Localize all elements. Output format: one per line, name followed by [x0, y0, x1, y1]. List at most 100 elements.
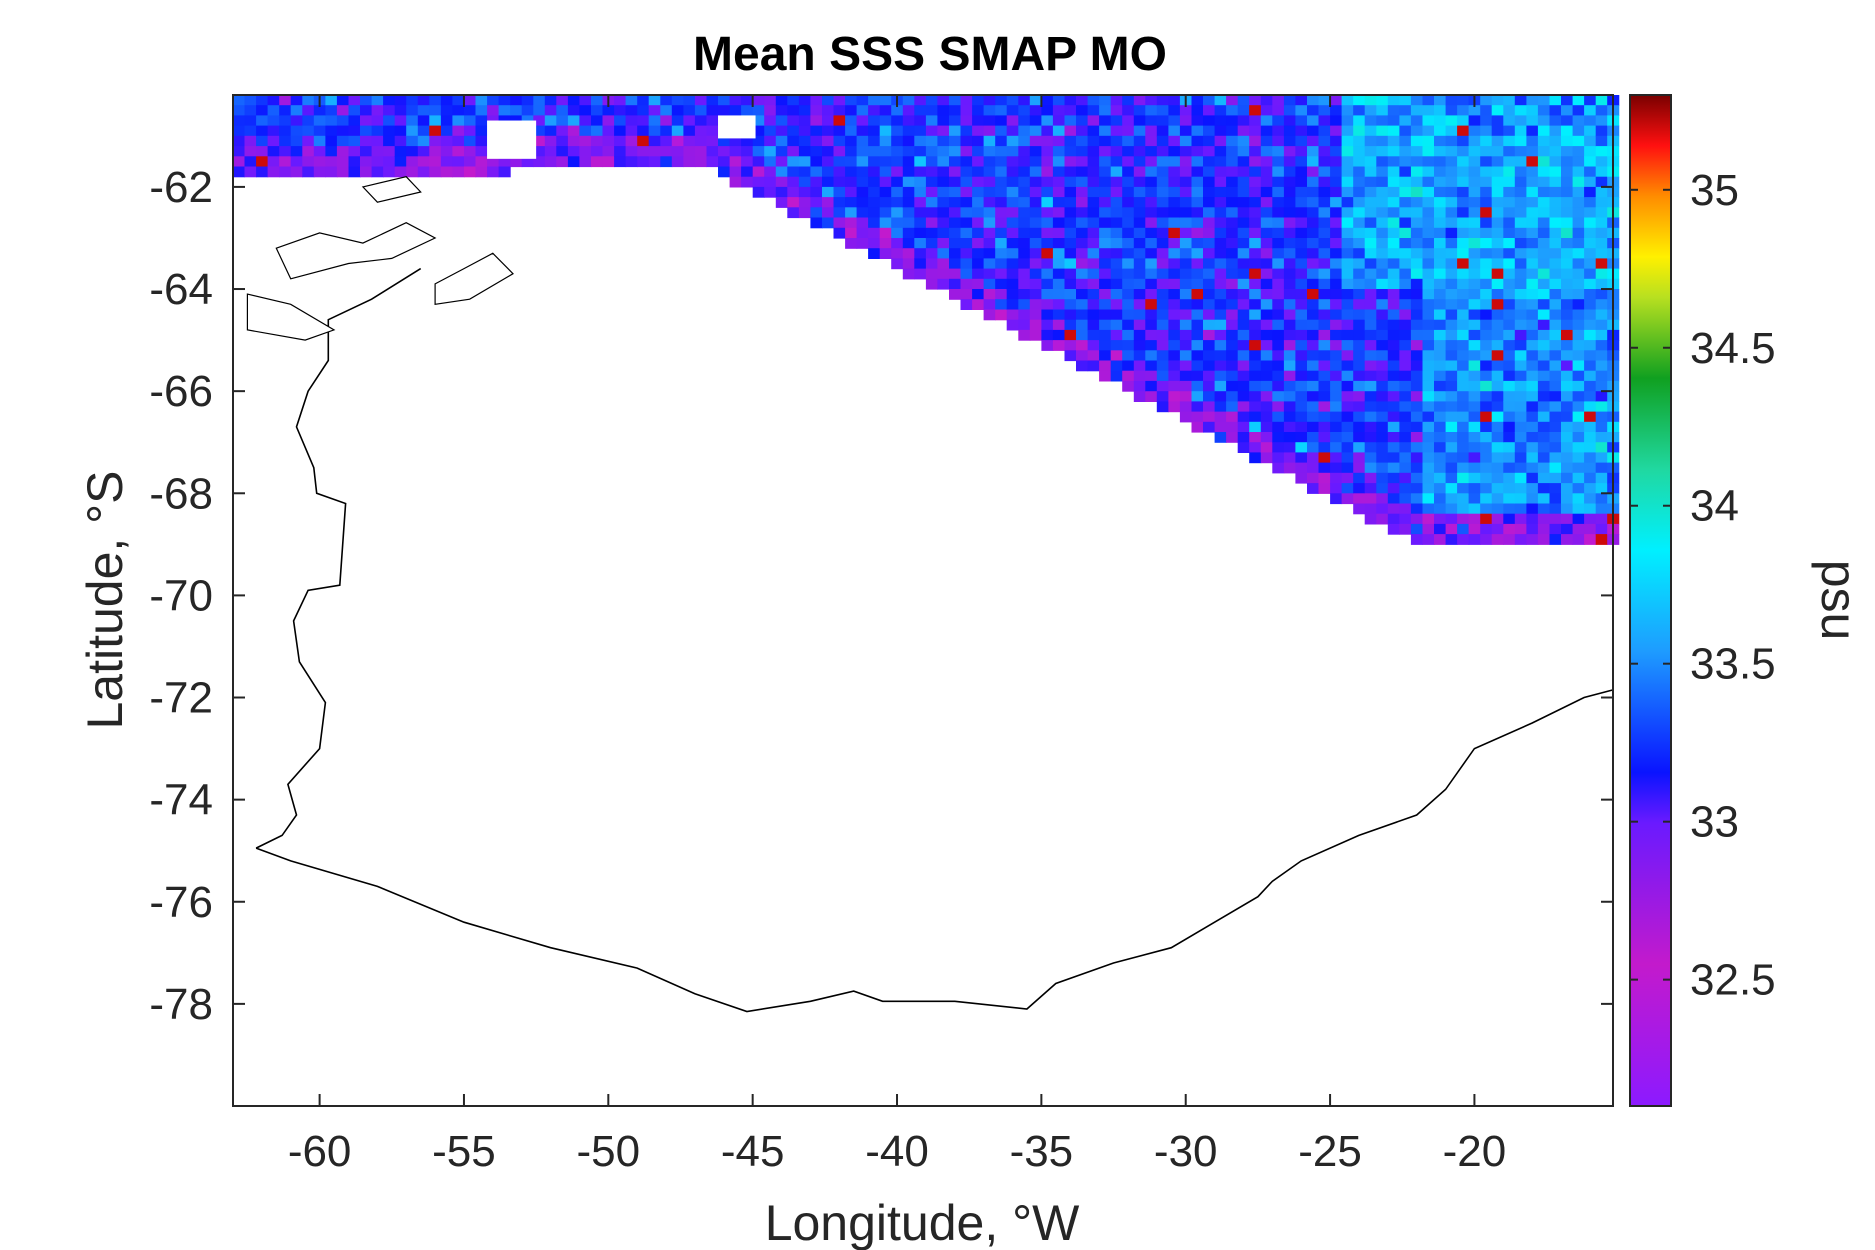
heatmap-cell — [1410, 115, 1423, 127]
heatmap-cell — [1226, 125, 1239, 137]
heatmap-cell — [1376, 493, 1389, 505]
heatmap-cell — [1260, 156, 1273, 168]
heatmap-cell — [1584, 289, 1597, 300]
heatmap-cell — [1237, 278, 1250, 290]
heatmap-cell — [1064, 319, 1077, 331]
heatmap-cell — [822, 217, 835, 229]
heatmap-cell — [1549, 278, 1562, 290]
heatmap-cell — [625, 115, 638, 127]
heatmap-cell — [1526, 156, 1539, 168]
heatmap-cell — [1561, 227, 1574, 239]
heatmap-cell — [1041, 105, 1054, 116]
heatmap-cell — [1584, 329, 1597, 341]
heatmap-cell — [1422, 217, 1435, 229]
heatmap-cell — [1029, 105, 1042, 116]
heatmap-cell — [1214, 258, 1227, 270]
heatmap-cell — [1434, 125, 1447, 137]
heatmap-cell — [937, 227, 950, 239]
heatmap-cell — [1595, 268, 1608, 280]
heatmap-cell — [1422, 186, 1435, 198]
heatmap-cell — [1561, 503, 1574, 515]
heatmap-cell — [1156, 299, 1169, 310]
heatmap-cell — [1272, 95, 1285, 106]
heatmap-cell — [1295, 360, 1308, 372]
y-axis-label: Latitude, °S — [77, 470, 133, 729]
island-outline — [275, 222, 437, 280]
heatmap-cell — [1468, 217, 1481, 229]
heatmap-cell — [1249, 391, 1262, 402]
heatmap-cell — [1376, 115, 1389, 127]
heatmap-cell — [1584, 268, 1597, 280]
colorbar-label: psu — [1811, 560, 1867, 641]
heatmap-cell — [995, 135, 1008, 147]
heatmap-cell — [1330, 105, 1343, 116]
heatmap-cell — [1283, 462, 1296, 474]
heatmap-cell — [1353, 472, 1366, 484]
heatmap-cell — [394, 166, 407, 178]
heatmap-cell — [1318, 289, 1331, 300]
heatmap-cell — [1237, 340, 1250, 351]
heatmap-cell — [1491, 125, 1504, 137]
heatmap-cell — [1110, 207, 1123, 219]
heatmap-cell — [1457, 442, 1470, 453]
heatmap-cell — [1087, 227, 1100, 239]
heatmap-cell — [1480, 146, 1493, 157]
heatmap-cell — [244, 115, 257, 127]
heatmap-cell — [810, 166, 823, 178]
heatmap-cell — [1584, 483, 1597, 494]
heatmap-cell — [752, 156, 765, 168]
heatmap-cell — [868, 115, 881, 127]
heatmap-cell — [1295, 115, 1308, 127]
heatmap-cell — [1110, 268, 1123, 280]
heatmap-cell — [1480, 391, 1493, 402]
heatmap-cell — [914, 258, 927, 270]
heatmap-cell — [879, 217, 892, 229]
heatmap-cell — [233, 156, 246, 168]
heatmap-cell — [1018, 329, 1031, 341]
heatmap-cell — [1191, 156, 1204, 168]
heatmap-cell — [937, 268, 950, 280]
heatmap-cell — [1168, 391, 1181, 402]
heatmap-cell — [487, 95, 500, 106]
heatmap-cell — [1399, 503, 1412, 515]
heatmap-cell — [1480, 472, 1493, 484]
heatmap-cell — [1341, 135, 1354, 147]
heatmap-cell — [1434, 105, 1447, 116]
heatmap-cell — [1099, 176, 1112, 188]
heatmap-cell — [1330, 329, 1343, 341]
heatmap-cell — [1503, 360, 1516, 372]
heatmap-cell — [1145, 125, 1158, 137]
heatmap-cell — [902, 115, 915, 127]
heatmap-cell — [1052, 278, 1065, 290]
heatmap-cell — [1330, 472, 1343, 484]
heatmap-cell — [440, 105, 453, 116]
heatmap-cell — [1226, 186, 1239, 198]
heatmap-cell — [1491, 227, 1504, 239]
heatmap-cell — [1168, 329, 1181, 341]
heatmap-cell — [1364, 329, 1377, 341]
heatmap-cell — [1237, 319, 1250, 331]
heatmap-cell — [1052, 329, 1065, 341]
heatmap-cell — [1434, 483, 1447, 494]
heatmap-cell — [1260, 370, 1273, 382]
heatmap-cell — [995, 207, 1008, 219]
heatmap-cell — [1168, 309, 1181, 321]
heatmap-cell — [1307, 380, 1320, 392]
heatmap-cell — [1584, 391, 1597, 402]
heatmap-cell — [637, 146, 650, 157]
heatmap-cell — [868, 217, 881, 229]
heatmap-cell — [1549, 380, 1562, 392]
heatmap-cell — [1179, 186, 1192, 198]
heatmap-cell — [972, 156, 985, 168]
heatmap-cell — [1503, 146, 1516, 157]
heatmap-cell — [1353, 391, 1366, 402]
heatmap-cell — [1410, 329, 1423, 341]
heatmap-cell — [1249, 278, 1262, 290]
heatmap-cell — [960, 166, 973, 178]
heatmap-cell — [591, 125, 604, 137]
heatmap-cell — [1549, 289, 1562, 300]
heatmap-cell — [706, 105, 719, 116]
heatmap-cell — [937, 258, 950, 270]
heatmap-cell — [1480, 534, 1493, 545]
heatmap-cell — [1018, 197, 1031, 208]
